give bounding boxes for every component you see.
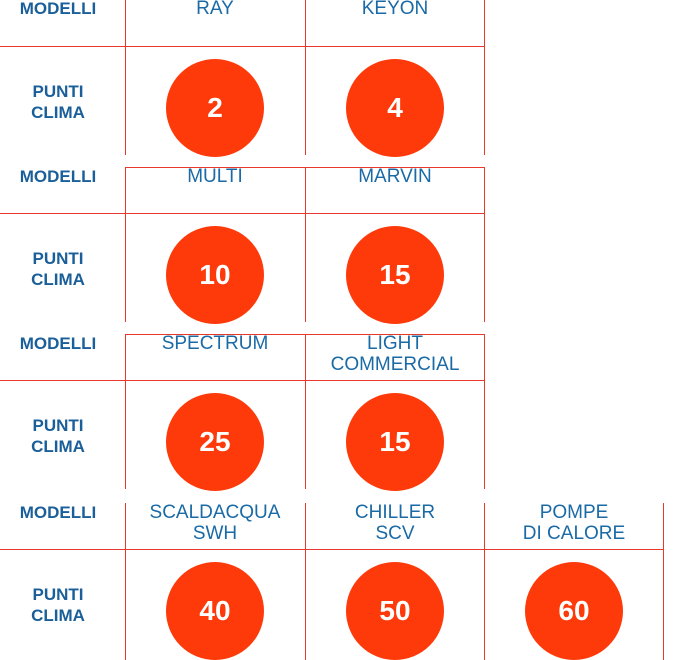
points-badge: 25 — [166, 393, 264, 491]
model-name: RAY — [125, 0, 305, 19]
model-name-line: LIGHT — [367, 333, 423, 354]
model-name: MARVIN — [305, 166, 485, 187]
divider — [484, 334, 485, 489]
divider — [0, 213, 485, 214]
model-name: SPECTRUM — [125, 333, 305, 354]
model-name-line: SCV — [375, 523, 415, 544]
divider — [305, 503, 306, 660]
points-badge: 50 — [346, 562, 444, 660]
divider — [125, 334, 126, 489]
model-name-line: POMPE — [539, 502, 609, 523]
model-name-line: CHILLER — [354, 502, 436, 523]
models-label: MODELLI — [19, 334, 97, 353]
model-name: KEYON — [305, 0, 485, 19]
divider — [484, 503, 485, 660]
points-label-line: PUNTI — [32, 82, 84, 101]
model-name-line: SCALDACQUA — [149, 502, 281, 523]
divider — [125, 0, 126, 155]
model-name-line: DI CALORE — [522, 523, 626, 544]
divider — [125, 503, 126, 660]
divider — [125, 167, 126, 322]
divider — [663, 503, 664, 660]
model-name: MULTI — [125, 166, 305, 187]
divider — [305, 0, 306, 155]
model-name-line: MULTI — [187, 166, 243, 187]
model-name: POMPE DI CALORE — [484, 502, 664, 544]
points-label-line: CLIMA — [31, 270, 85, 289]
model-name: CHILLER SCV — [305, 502, 485, 544]
model-name-line: SWH — [192, 523, 238, 544]
divider — [484, 0, 485, 155]
points-label: PUNTI CLIMA — [8, 248, 108, 290]
divider — [305, 334, 306, 489]
points-badge: 40 — [166, 562, 264, 660]
model-name-line: RAY — [196, 0, 234, 19]
points-label: PUNTI CLIMA — [8, 584, 108, 626]
points-label-line: CLIMA — [31, 103, 85, 122]
model-name: LIGHT COMMERCIAL — [305, 333, 485, 375]
points-badge: 15 — [346, 226, 444, 324]
divider — [0, 46, 485, 47]
points-badge: 15 — [346, 393, 444, 491]
points-label-line: CLIMA — [31, 606, 85, 625]
points-label: PUNTI CLIMA — [8, 415, 108, 457]
points-badge: 60 — [525, 562, 623, 660]
model-name-line: MARVIN — [358, 166, 432, 187]
divider — [0, 380, 485, 381]
model-name-line: COMMERCIAL — [330, 354, 460, 375]
model-name: SCALDACQUA SWH — [125, 502, 305, 544]
divider — [484, 167, 485, 322]
models-label: MODELLI — [19, 167, 97, 186]
points-label-line: CLIMA — [31, 437, 85, 456]
points-label-line: PUNTI — [32, 249, 84, 268]
models-label: MODELLI — [19, 0, 97, 18]
points-badge: 10 — [166, 226, 264, 324]
divider — [0, 549, 664, 550]
points-badge: 2 — [166, 59, 264, 157]
points-label-line: PUNTI — [32, 585, 84, 604]
models-label: MODELLI — [19, 503, 97, 522]
points-label-line: PUNTI — [32, 416, 84, 435]
points-badge: 4 — [346, 59, 444, 157]
model-name-line: KEYON — [361, 0, 429, 19]
divider — [305, 167, 306, 322]
points-label: PUNTI CLIMA — [8, 81, 108, 123]
model-name-line: SPECTRUM — [161, 333, 269, 354]
